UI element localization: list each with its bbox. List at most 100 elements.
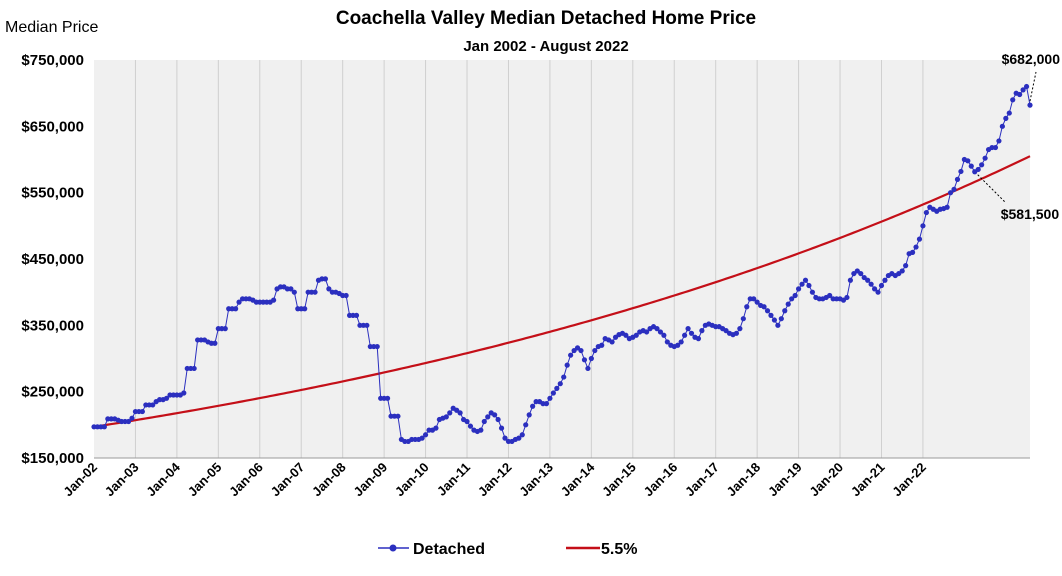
data-point bbox=[954, 176, 961, 182]
data-point bbox=[1023, 83, 1030, 90]
y-tick-label: $750,000 bbox=[21, 52, 84, 69]
y-axis-label: Median Price bbox=[5, 19, 98, 36]
data-point bbox=[464, 418, 470, 425]
data-point bbox=[568, 352, 574, 358]
chart-subtitle: Jan 2002 - August 2022 bbox=[463, 38, 628, 55]
data-point bbox=[530, 403, 536, 409]
x-tick-label: Jan-11 bbox=[434, 460, 473, 499]
data-point bbox=[644, 329, 650, 335]
y-tick-label: $350,000 bbox=[21, 317, 84, 334]
data-point bbox=[374, 343, 380, 350]
data-point bbox=[609, 339, 615, 345]
x-tick-label: Jan-19 bbox=[765, 460, 805, 500]
data-point bbox=[992, 144, 999, 151]
data-point bbox=[181, 390, 187, 396]
data-point bbox=[599, 342, 605, 348]
data-point bbox=[913, 244, 919, 250]
y-axis: $150,000 $250,000 $350,000 $450,000 $550,000… bbox=[21, 52, 84, 467]
legend: Detached 5.5% bbox=[378, 541, 637, 558]
data-point bbox=[944, 204, 950, 210]
data-point bbox=[754, 299, 760, 305]
data-point bbox=[212, 340, 218, 346]
annotation-label: $581,500 bbox=[1001, 206, 1060, 222]
data-point bbox=[492, 412, 498, 418]
data-point bbox=[958, 168, 964, 175]
data-point bbox=[233, 306, 239, 312]
data-point bbox=[495, 416, 501, 423]
series-line-5-5-percent bbox=[93, 155, 1031, 428]
data-point bbox=[909, 249, 916, 255]
x-tick-label: Jan-20 bbox=[806, 460, 846, 500]
annotations: $682,000 $581,500 bbox=[977, 51, 1061, 222]
data-point bbox=[633, 332, 639, 338]
x-tick-label: Jan-15 bbox=[599, 460, 639, 500]
data-point bbox=[878, 282, 885, 289]
legend-item-detached: Detached bbox=[378, 541, 485, 558]
data-point bbox=[761, 304, 767, 310]
data-point bbox=[343, 292, 349, 299]
data-point bbox=[685, 326, 691, 332]
data-point bbox=[775, 322, 781, 328]
data-point bbox=[163, 395, 170, 401]
chart-title: Coachella Valley Median Detached Home Pr… bbox=[336, 8, 756, 29]
data-point bbox=[236, 299, 242, 305]
data-point bbox=[802, 277, 809, 283]
data-point bbox=[740, 316, 746, 322]
data-point bbox=[222, 326, 228, 332]
data-point bbox=[778, 316, 784, 322]
data-point bbox=[419, 435, 425, 441]
data-point bbox=[564, 362, 570, 368]
data-point bbox=[129, 415, 135, 421]
data-point bbox=[395, 413, 401, 419]
data-point bbox=[871, 286, 878, 292]
x-tick-label: Jan-18 bbox=[724, 460, 764, 500]
data-point bbox=[150, 402, 156, 408]
data-point bbox=[996, 138, 1002, 144]
data-point bbox=[785, 301, 791, 307]
data-point bbox=[695, 336, 702, 342]
data-point bbox=[588, 355, 594, 362]
data-point bbox=[916, 236, 923, 242]
x-axis: Jan-02 Jan-03 Jan-04 Jan-05 Jan-06 Jan-07 Jan-… bbox=[60, 457, 1030, 500]
data-point bbox=[191, 365, 197, 372]
data-point bbox=[678, 339, 684, 345]
data-point bbox=[554, 385, 560, 391]
data-point bbox=[782, 308, 788, 314]
x-tick-label: Jan-04 bbox=[143, 459, 183, 499]
data-point bbox=[744, 304, 750, 310]
legend-item-5-5-percent: 5.5% bbox=[566, 541, 637, 558]
legend-5-5-percent-label: 5.5% bbox=[601, 541, 637, 558]
data-point bbox=[125, 418, 132, 425]
data-point bbox=[675, 342, 681, 348]
data-point bbox=[923, 209, 929, 216]
data-point bbox=[1020, 87, 1026, 93]
x-tick-label: Jan-14 bbox=[558, 459, 598, 499]
data-point bbox=[433, 425, 439, 431]
data-point bbox=[1017, 91, 1023, 98]
data-point bbox=[271, 297, 277, 303]
data-point bbox=[982, 155, 988, 161]
data-point bbox=[968, 163, 974, 169]
data-point bbox=[903, 263, 909, 269]
data-point bbox=[764, 308, 771, 314]
data-point bbox=[467, 423, 474, 429]
data-point bbox=[592, 347, 598, 354]
x-tick-label: Jan-17 bbox=[682, 460, 722, 500]
annotation-label: $682,000 bbox=[1002, 51, 1061, 67]
data-point bbox=[771, 317, 778, 323]
series-5-5-percent bbox=[93, 155, 1031, 428]
data-point bbox=[1027, 102, 1033, 108]
data-point bbox=[664, 339, 670, 345]
data-point bbox=[302, 306, 308, 312]
data-point bbox=[447, 410, 453, 416]
data-point bbox=[1010, 97, 1016, 103]
data-point bbox=[799, 281, 805, 287]
data-point bbox=[899, 268, 905, 274]
data-point bbox=[979, 162, 985, 168]
data-point bbox=[101, 424, 107, 430]
data-point bbox=[457, 410, 463, 416]
x-tick-label: Jan-22 bbox=[889, 460, 929, 500]
data-point bbox=[737, 326, 743, 332]
data-point bbox=[868, 281, 874, 287]
data-point bbox=[502, 435, 508, 441]
